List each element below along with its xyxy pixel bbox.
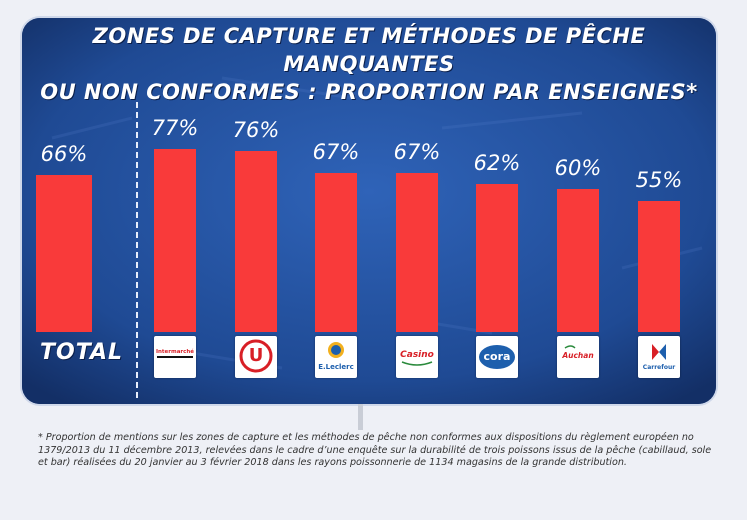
intermarche-logo: Intermarché [154,336,196,378]
bar-e-leclerc [315,172,357,332]
systeme-u-logo: U [235,336,277,378]
bar-casino [396,172,438,332]
value-label: 76% [232,118,280,143]
leclerc-logo: E.Leclerc [315,336,357,378]
logo-text: Casino [400,350,434,360]
chart-panel: ZONES DE CAPTURE ET MÉTHODES DE PÊCHE MA… [22,18,716,404]
value-label: 55% [635,168,683,193]
logo-text: cora [483,350,511,363]
casino-logo: Casino [396,336,438,378]
total-divider [136,102,138,398]
logo-text: U [248,345,264,366]
total-label: TOTAL [40,340,124,365]
value-label: 77% [151,115,199,140]
chart-title-line-2: OU NON CONFORMES : PROPORTION PAR ENSEIG… [40,80,698,104]
bar-auchan [557,189,599,332]
panel-stand [358,404,363,430]
bar-u [235,151,277,332]
bar-total [36,174,92,332]
bar-carrefour [638,201,680,332]
value-label: 62% [473,151,521,176]
logo-text: Intermarché [155,349,195,355]
logo-text: E.Leclerc [318,363,354,371]
chart-title-line-1: ZONES DE CAPTURE ET MÉTHODES DE PÊCHE MA… [92,24,646,76]
chart-title: ZONES DE CAPTURE ET MÉTHODES DE PÊCHE MA… [22,22,716,106]
logo-text: Carrefour [642,364,676,371]
value-label: 66% [40,141,88,166]
carrefour-logo: Carrefour [638,336,680,378]
value-label: 67% [393,139,441,164]
bar-cora [476,184,518,332]
value-label: 60% [554,156,602,181]
logo-text: Auchan [562,351,594,360]
value-label: 67% [312,139,360,164]
footnote: * Proportion de mentions sur les zones d… [38,432,712,468]
cora-logo: cora [476,336,518,378]
auchan-logo: Auchan [557,336,599,378]
bar-intermarch- [154,148,196,332]
